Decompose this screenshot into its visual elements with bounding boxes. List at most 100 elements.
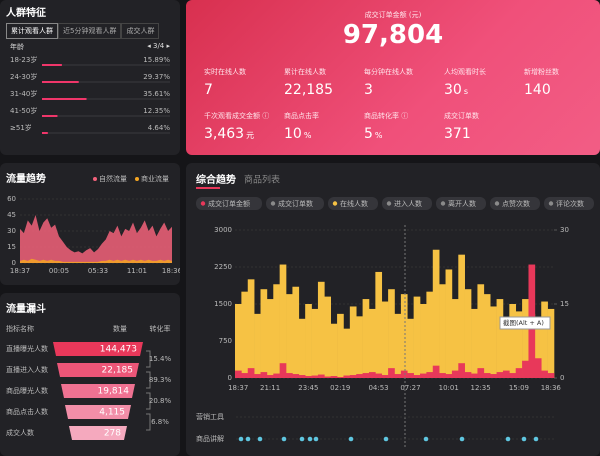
bar xyxy=(349,375,357,378)
trend-panel: 综合趋势 商品列表 成交订单金额 成交订单数 在线人数 进入人数 离开人数 点赞次数 评论次数 0… xyxy=(186,163,600,456)
bar xyxy=(541,301,548,378)
funnel-bar xyxy=(65,405,131,419)
x-tick-label: 15:09 xyxy=(509,384,529,392)
bar xyxy=(490,306,497,378)
bar xyxy=(266,375,274,378)
funnel-bar xyxy=(57,363,139,377)
traffic-chart: 流量趋势 自然流量 商业流量 0 15 30 45 60 18:37 00:05 05:33 11:0… xyxy=(6,172,180,275)
row-label: 商品曝光人数 xyxy=(6,386,48,395)
legend-chip[interactable] xyxy=(196,197,262,210)
traffic-panel: 流量趋势 自然流量 商业流量 0 15 30 45 60 18:37 00:05 05:33 11:0… xyxy=(0,163,180,285)
y-tick-label: 2250 xyxy=(214,263,232,271)
tab[interactable]: 累计观看人群 xyxy=(6,23,58,39)
bar xyxy=(375,373,383,378)
metric: 累计在线人数 22,185 xyxy=(284,67,364,98)
x-tick-label: 07:27 xyxy=(400,384,420,392)
age-label: 18-23岁 xyxy=(10,55,37,64)
bar xyxy=(305,304,312,378)
bar xyxy=(324,376,331,378)
bar xyxy=(432,365,440,378)
value: 3,463 xyxy=(204,126,245,142)
metric-value: 30 s xyxy=(444,82,524,98)
bar xyxy=(381,375,389,378)
y-tick-label: 45 xyxy=(7,211,16,219)
y-tick-label: 0 xyxy=(228,374,232,382)
bar xyxy=(439,284,446,378)
rate: 20.8% xyxy=(149,397,172,405)
bar xyxy=(394,374,402,378)
legend-swatch xyxy=(548,201,554,206)
bar xyxy=(509,304,517,378)
legend-chip[interactable] xyxy=(382,197,432,210)
row-value: 144,473 xyxy=(100,345,137,355)
bracket xyxy=(146,350,151,368)
headline-label: 成交订单金额 (元) xyxy=(364,11,422,19)
column-header: 转化率 xyxy=(150,324,171,333)
column-header: 数量 xyxy=(113,324,127,333)
metric: 商品点击率 10% xyxy=(284,111,364,142)
title: 人群特征 xyxy=(6,8,46,19)
y-tick-label: 750 xyxy=(219,337,232,345)
pager[interactable]: ◂ 3/4 ▸ xyxy=(147,42,170,50)
value: 140 xyxy=(524,82,551,98)
bar xyxy=(522,360,529,378)
bar xyxy=(317,374,325,378)
audience-panel: 人群特征 累计观看人群 近5分钟观看人群 成交人群 年龄 ◂ 3/4 ▸ 18-23… xyxy=(0,0,180,155)
bar xyxy=(375,271,383,378)
bar xyxy=(298,375,306,378)
funnel-panel: 流量漏斗 指标名称 数量 转化率 直播曝光人数 144,473 直播进入人数 22,185 商品… xyxy=(0,293,180,456)
rate: 6.8% xyxy=(151,418,169,426)
bar xyxy=(254,313,261,378)
x-tick-label: 05:33 xyxy=(88,267,108,275)
bar xyxy=(292,286,300,378)
legend-label: 评论次数 xyxy=(556,199,584,208)
x-tick-label: 21:11 xyxy=(260,384,280,392)
bar xyxy=(445,374,453,378)
row-value: 19,814 xyxy=(98,387,130,397)
tab[interactable]: 近5分钟观看人群 xyxy=(58,23,122,39)
age-value: 15.89% xyxy=(143,56,170,64)
y-tick-label: 30 xyxy=(7,227,16,235)
tab[interactable]: 综合趋势 xyxy=(196,173,236,186)
value: 7 xyxy=(204,82,213,98)
bar xyxy=(356,316,363,378)
bar xyxy=(337,313,344,378)
age-value: 29.37% xyxy=(143,73,170,81)
group-label: 年龄 xyxy=(10,43,24,51)
bar xyxy=(502,370,510,378)
legend-swatch xyxy=(270,201,276,206)
metric-value: 140 xyxy=(524,82,600,98)
event-dot xyxy=(257,436,263,442)
legend-chip[interactable] xyxy=(544,197,594,210)
y-tick-label: 15 xyxy=(7,243,16,251)
x-tick-label: 04:53 xyxy=(368,384,388,392)
metric-value: 22,185 xyxy=(284,82,364,98)
event-dot xyxy=(299,436,305,442)
legend-chip[interactable] xyxy=(328,197,378,210)
bar xyxy=(502,318,510,378)
x-tick-label: 18:36 xyxy=(162,267,180,275)
legend-label: 在线人数 xyxy=(340,199,368,208)
funnel-bar xyxy=(53,342,143,356)
timeline-label: 营销工具 xyxy=(196,412,224,421)
funnel-bar xyxy=(69,426,127,440)
legend-chip[interactable] xyxy=(490,197,540,210)
bar xyxy=(337,377,344,378)
legend-swatch xyxy=(332,201,338,206)
bar xyxy=(400,294,408,378)
unit: % xyxy=(303,131,312,140)
event-dot xyxy=(505,436,511,442)
x-tick-label: 10:01 xyxy=(439,384,459,392)
bar xyxy=(305,376,312,378)
legend-swatch xyxy=(386,201,392,206)
legend-chip[interactable] xyxy=(436,197,486,210)
bar xyxy=(311,375,319,378)
metric-value: 3 xyxy=(364,82,444,98)
metric: 成交订单数 371 xyxy=(444,111,524,142)
legend-chip[interactable] xyxy=(266,197,324,210)
tab[interactable]: 成交人群 xyxy=(121,23,160,39)
bar xyxy=(286,373,293,378)
value: 30 xyxy=(444,82,462,98)
tab[interactable]: 商品列表 xyxy=(244,174,280,186)
